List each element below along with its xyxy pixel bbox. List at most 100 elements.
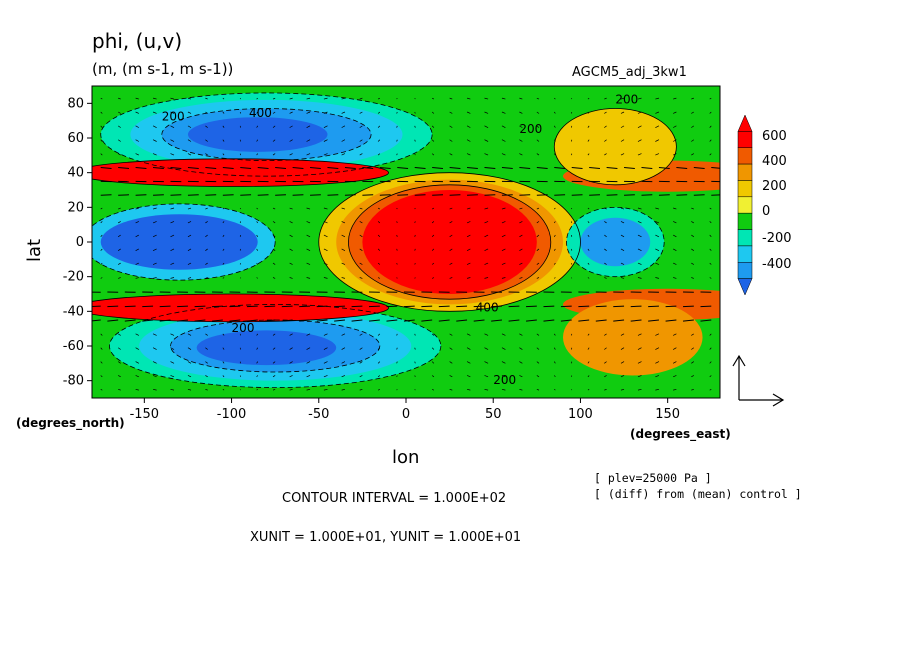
wind-vector: [637, 207, 642, 210]
contour-label: 200: [232, 321, 255, 335]
colorbar: 600 400 200 0 -200 -400: [737, 114, 792, 296]
wind-vector: [691, 97, 694, 100]
wind-vector: [205, 153, 208, 156]
wind-vector: [637, 221, 642, 224]
wind-vector: [554, 97, 556, 100]
wind-vector: [256, 375, 258, 378]
wind-vector: [92, 319, 101, 322]
wind-vector: [306, 221, 311, 224]
wind-vector: [665, 319, 677, 322]
wind-vector: [152, 139, 157, 142]
wind-vector: [323, 139, 328, 142]
wind-vector: [386, 319, 398, 322]
contour-label: 400: [249, 106, 272, 120]
wind-vector: [205, 234, 208, 238]
field-region: [187, 117, 328, 152]
wind-vector: [323, 262, 328, 265]
y-unit-label: (degrees_north): [16, 416, 125, 431]
wind-vector: [256, 111, 259, 114]
field-region: [563, 299, 703, 376]
wind-vector: [222, 97, 225, 100]
wind-vector: [587, 347, 590, 350]
wind-vector: [377, 139, 381, 142]
wind-vector: [431, 153, 435, 156]
wind-vector: [536, 333, 540, 336]
wind-vector: [256, 234, 259, 237]
wind-vector: [362, 166, 374, 169]
wind-vector: [222, 139, 225, 142]
wind-vector: [222, 207, 225, 210]
wind-vector: [170, 207, 175, 210]
wind-vector: [709, 389, 712, 391]
wind-vector: [100, 361, 103, 364]
wind-vector: [655, 97, 660, 100]
wind-vector: [117, 248, 121, 251]
y-tick-label: -80: [63, 374, 84, 389]
wind-vector: [377, 375, 381, 378]
wind-vector: [587, 333, 590, 336]
wind-vector: [484, 333, 489, 336]
wind-vector: [377, 97, 381, 100]
wind-vector: [449, 207, 453, 210]
x-axis: -150 -100 -50 0 50 100 150: [130, 398, 680, 422]
wind-vector: [606, 166, 618, 169]
wind-vector: [519, 153, 523, 156]
wind-vector: [709, 139, 712, 142]
wind-vector: [620, 221, 625, 224]
wind-vector: [431, 347, 435, 350]
wind-vector: [604, 153, 607, 156]
wind-vector: [159, 319, 171, 322]
wind-vector: [256, 221, 259, 224]
wind-vector: [152, 375, 157, 378]
wind-vector: [256, 389, 258, 391]
wind-vector: [359, 333, 363, 336]
wind-vector: [484, 139, 489, 142]
wind-vector: [289, 375, 293, 378]
wind-vector: [323, 207, 328, 210]
wind-vector: [170, 97, 175, 100]
wind-vector: [604, 375, 607, 378]
wind-vector: [152, 221, 157, 224]
wind-vector: [118, 97, 121, 100]
wind-vector: [272, 375, 276, 378]
wind-vector: [229, 319, 241, 322]
wind-vector: [536, 375, 540, 378]
wind-vector: [205, 262, 208, 265]
wind-vector: [135, 221, 139, 224]
wind-vector: [466, 361, 471, 364]
wind-vector: [637, 248, 642, 251]
wind-vector: [571, 166, 583, 169]
wind-vector: [289, 221, 293, 224]
wind-vector: [341, 333, 346, 336]
wind-vector: [587, 125, 590, 128]
wind-vector: [152, 347, 157, 350]
wind-vector: [187, 125, 192, 128]
wind-vector: [587, 262, 590, 265]
wind-vector: [306, 248, 311, 251]
y-tick-label: -20: [63, 270, 84, 285]
contour-line: [348, 184, 552, 300]
wind-vector: [484, 97, 489, 100]
wind-vector: [673, 375, 677, 378]
wind-vector: [536, 248, 540, 251]
wind-vector: [306, 207, 311, 210]
wind-vector: [396, 262, 398, 265]
wind-vector: [135, 111, 139, 114]
wind-vector: [323, 277, 328, 279]
wind-vector: [554, 207, 556, 210]
contour-labels: 400 200 200 400 200 200 200: [162, 92, 638, 387]
wind-vector: [100, 221, 103, 224]
colorbar-label: 400: [762, 154, 787, 169]
wind-vector: [578, 319, 590, 322]
wind-vector: [414, 248, 416, 251]
wind-vector: [170, 125, 175, 128]
wind-vector: [135, 333, 140, 336]
wind-vector: [519, 277, 523, 279]
wind-vector: [431, 97, 435, 100]
wind-vector: [341, 262, 346, 265]
wind-vector: [187, 97, 192, 100]
wind-vector: [691, 277, 694, 279]
wind-vector: [414, 234, 416, 237]
wind-vector: [655, 125, 660, 128]
wind-vector: [604, 361, 607, 364]
